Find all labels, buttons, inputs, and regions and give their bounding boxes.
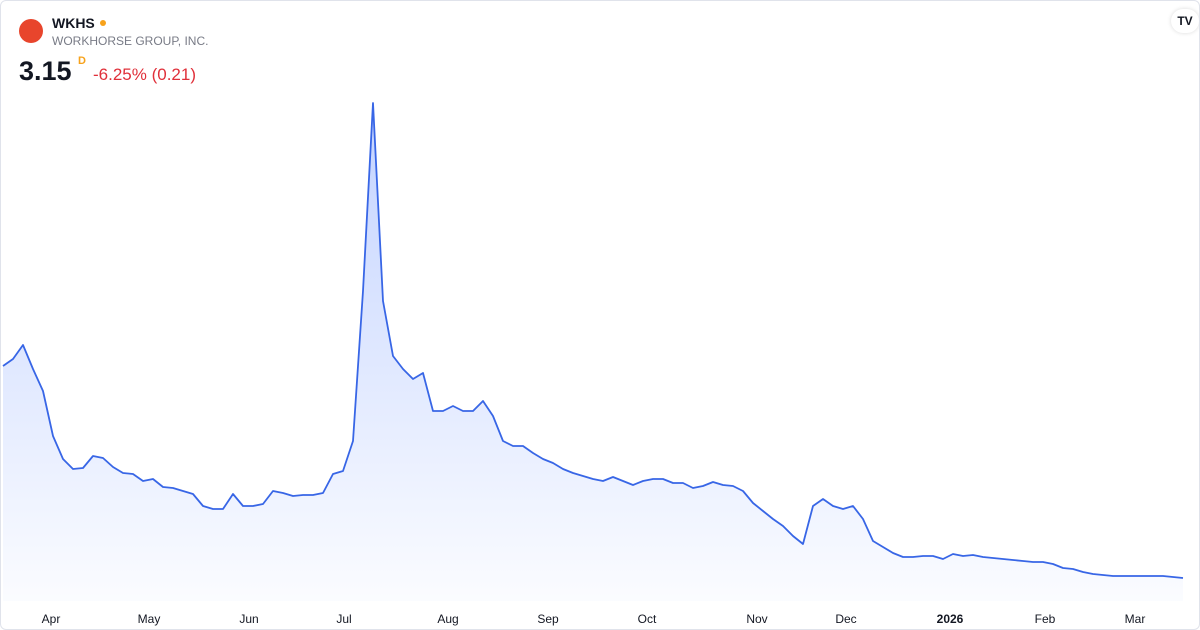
price-line (2, 102, 1184, 579)
status-dot (99, 20, 106, 26)
x-tick-label: Aug (437, 612, 458, 626)
area (3, 103, 1183, 601)
tv-logo[interactable]: TV (1171, 9, 1199, 33)
x-tick-label: Dec (835, 612, 856, 626)
x-tick-label: Mar (1125, 612, 1146, 626)
logo (19, 19, 43, 43)
symbol-text: WKHS (52, 15, 95, 31)
x-tick-label: Jun (239, 612, 258, 626)
company-name: WORKHORSE GROUP, INC. (52, 34, 209, 48)
interval: D (78, 55, 86, 67)
x-tick-label: Jul (336, 612, 351, 626)
x-tick-label: 2026 (937, 612, 964, 626)
x-tick-label: Nov (746, 612, 767, 626)
x-tick-label: Sep (537, 612, 559, 626)
x-tick-label: May (138, 612, 161, 626)
symbol: WKHS (52, 15, 106, 31)
x-tick-label: Apr (42, 612, 61, 626)
x-tick-label: Oct (638, 612, 657, 626)
change: -6.25% (0.21) (93, 65, 196, 84)
price: 3.15 (19, 56, 72, 86)
x-tick-label: Feb (1035, 612, 1056, 626)
